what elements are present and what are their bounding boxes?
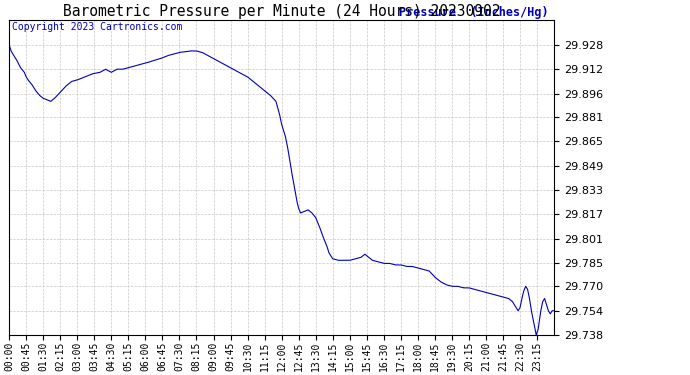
Text: Copyright 2023 Cartronics.com: Copyright 2023 Cartronics.com	[12, 22, 182, 32]
Title: Barometric Pressure per Minute (24 Hours) 20230902: Barometric Pressure per Minute (24 Hours…	[63, 4, 500, 19]
Text: Pressure  (Inches/Hg): Pressure (Inches/Hg)	[399, 6, 549, 19]
